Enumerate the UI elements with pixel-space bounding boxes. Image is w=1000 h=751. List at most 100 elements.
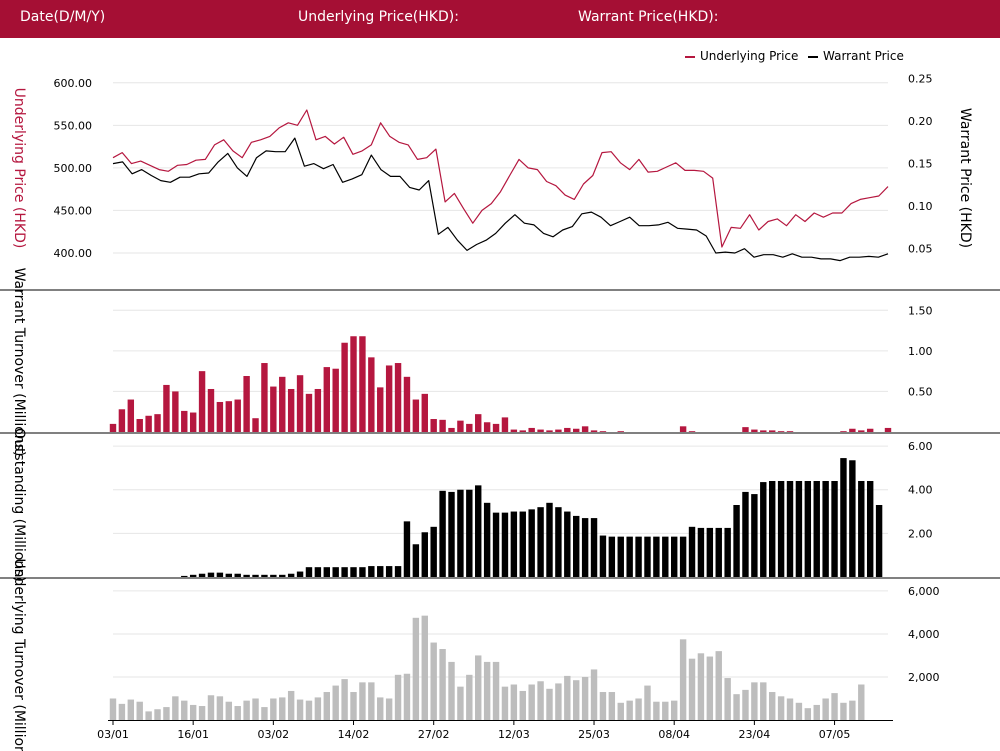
underlying-turnover-bar bbox=[279, 697, 286, 720]
left-tick-label: 600.00 bbox=[54, 77, 93, 90]
underlying-turnover-bar bbox=[216, 696, 224, 720]
underlying-turnover-bar bbox=[840, 702, 847, 720]
outstanding-bar bbox=[724, 527, 731, 577]
warrant-turnover-axis-label: Warrant Turnover (Millions) bbox=[11, 268, 27, 457]
underlying-turnover-bar bbox=[573, 680, 580, 720]
outstanding-bar bbox=[430, 526, 437, 577]
outstanding-bar bbox=[573, 515, 580, 577]
outstanding-bar bbox=[394, 566, 402, 577]
outstanding-bar bbox=[697, 527, 705, 577]
outstanding-bar bbox=[234, 573, 241, 577]
x-tick-label: 25/03 bbox=[578, 728, 610, 741]
outstanding-bar bbox=[564, 511, 571, 577]
warrant-turnover-bar bbox=[314, 388, 322, 432]
outstanding-bar bbox=[501, 512, 509, 577]
underlying-turnover-bar bbox=[822, 698, 829, 720]
underlying-turnover-bar bbox=[795, 702, 803, 720]
underlying-price-axis-label: Underlying Price (HKD) bbox=[11, 88, 27, 249]
warrant-turnover-bar bbox=[528, 427, 535, 432]
warrant-turnover-bar bbox=[163, 384, 170, 432]
underlying-turnover-bar bbox=[261, 707, 268, 720]
legend-warrant-label: Warrant Price bbox=[823, 49, 904, 63]
outstanding-bar bbox=[261, 574, 268, 577]
underlying-turnover-bar bbox=[189, 704, 197, 720]
outstanding-bar bbox=[466, 489, 473, 577]
warrant-turnover-bar bbox=[377, 387, 384, 432]
warrant-turnover-bar bbox=[127, 399, 135, 432]
outstanding-bar bbox=[760, 482, 767, 577]
warrant-turnover-bar bbox=[198, 371, 206, 432]
outstanding-bar bbox=[510, 511, 518, 577]
underlying-turnover-bar bbox=[715, 651, 722, 720]
warrant-turnover-bar bbox=[590, 430, 598, 432]
underlying-turnover-bar bbox=[109, 698, 117, 720]
outstanding-bar bbox=[207, 572, 215, 577]
x-tick-label: 03/02 bbox=[257, 728, 289, 741]
outstanding-bar bbox=[751, 494, 758, 577]
warrant-turnover-bar bbox=[368, 357, 375, 432]
outstanding-bar bbox=[537, 507, 544, 577]
outstanding-bar bbox=[341, 567, 348, 577]
underlying-turnover-bar bbox=[733, 694, 740, 720]
underlying-turnover-bar bbox=[154, 709, 161, 720]
outstanding-bar bbox=[599, 535, 607, 577]
outstanding-bar bbox=[626, 536, 633, 577]
warrant-turnover-bar bbox=[189, 412, 197, 432]
outstanding-bar bbox=[368, 566, 375, 577]
underlying-turnover-bar bbox=[626, 700, 633, 720]
right-tick-label: 0.15 bbox=[908, 158, 933, 171]
x-tick-label: 12/03 bbox=[498, 728, 530, 741]
underlying-turnover-bar bbox=[679, 639, 687, 720]
underlying-turnover-bar bbox=[350, 692, 357, 720]
outstanding-bar bbox=[359, 567, 366, 577]
warrant-turnover-bar bbox=[599, 431, 607, 432]
underlying-turnover-bar bbox=[448, 661, 455, 720]
warrant-turnover-bar bbox=[537, 429, 544, 432]
outstanding-bar bbox=[421, 532, 428, 577]
warrant-turnover-bar bbox=[573, 428, 580, 432]
outstanding-bar bbox=[457, 489, 464, 577]
outstanding-bar bbox=[492, 512, 500, 577]
underlying-turnover-bar bbox=[430, 642, 437, 720]
underlying-turnover-bar bbox=[564, 675, 571, 720]
underlying-turnover-bar bbox=[207, 695, 215, 720]
underlying-turnover-bar bbox=[118, 703, 126, 720]
warrant-turnover-bar bbox=[849, 428, 856, 432]
outstanding-bar bbox=[323, 567, 330, 577]
underlying-turnover-bar bbox=[742, 689, 749, 720]
warrant-turnover-bar bbox=[768, 430, 776, 432]
warrant-turnover-bar bbox=[430, 419, 437, 432]
outstanding-bar bbox=[305, 567, 313, 577]
outstanding-bar bbox=[377, 566, 384, 577]
x-tick-label: 14/02 bbox=[338, 728, 370, 741]
outstanding-bar bbox=[296, 571, 304, 577]
warrant-turnover-bar bbox=[225, 401, 233, 432]
outstanding-bar bbox=[216, 572, 224, 577]
underlying-turnover-bar bbox=[804, 708, 812, 720]
outstanding-bar bbox=[617, 536, 624, 577]
underlying-turnover-bar bbox=[831, 693, 838, 720]
underlying-turnover-bar bbox=[581, 676, 589, 720]
warrant-turnover-bar bbox=[617, 431, 624, 432]
outstanding-bar bbox=[314, 567, 322, 577]
x-tick-label: 16/01 bbox=[177, 728, 209, 741]
right-tick-label: 0.10 bbox=[908, 200, 933, 213]
outstanding-bar bbox=[768, 481, 776, 577]
outstanding-bar bbox=[555, 507, 562, 577]
underlying-turnover-bar bbox=[475, 655, 482, 720]
outstanding-bar bbox=[439, 490, 446, 577]
underlying-turnover-bar bbox=[688, 658, 696, 720]
underlying-turnover-bar bbox=[519, 690, 526, 720]
outstanding-bar bbox=[715, 527, 722, 577]
warrant-turnover-tick-label: 1.00 bbox=[908, 345, 933, 358]
underlying-turnover-tick-label: 6,000 bbox=[908, 585, 940, 598]
warrant-turnover-bar bbox=[136, 419, 143, 432]
warrant-turnover-bar bbox=[216, 401, 224, 432]
x-tick-label: 07/05 bbox=[819, 728, 851, 741]
outstanding-axis-label: Outstanding (Millions) bbox=[11, 428, 27, 582]
underlying-turnover-bar bbox=[421, 615, 428, 720]
underlying-turnover-bar bbox=[252, 698, 259, 720]
outstanding-bar bbox=[831, 481, 838, 577]
warrant-turnover-bar bbox=[501, 417, 509, 432]
warrant-turnover-bar bbox=[350, 336, 357, 432]
